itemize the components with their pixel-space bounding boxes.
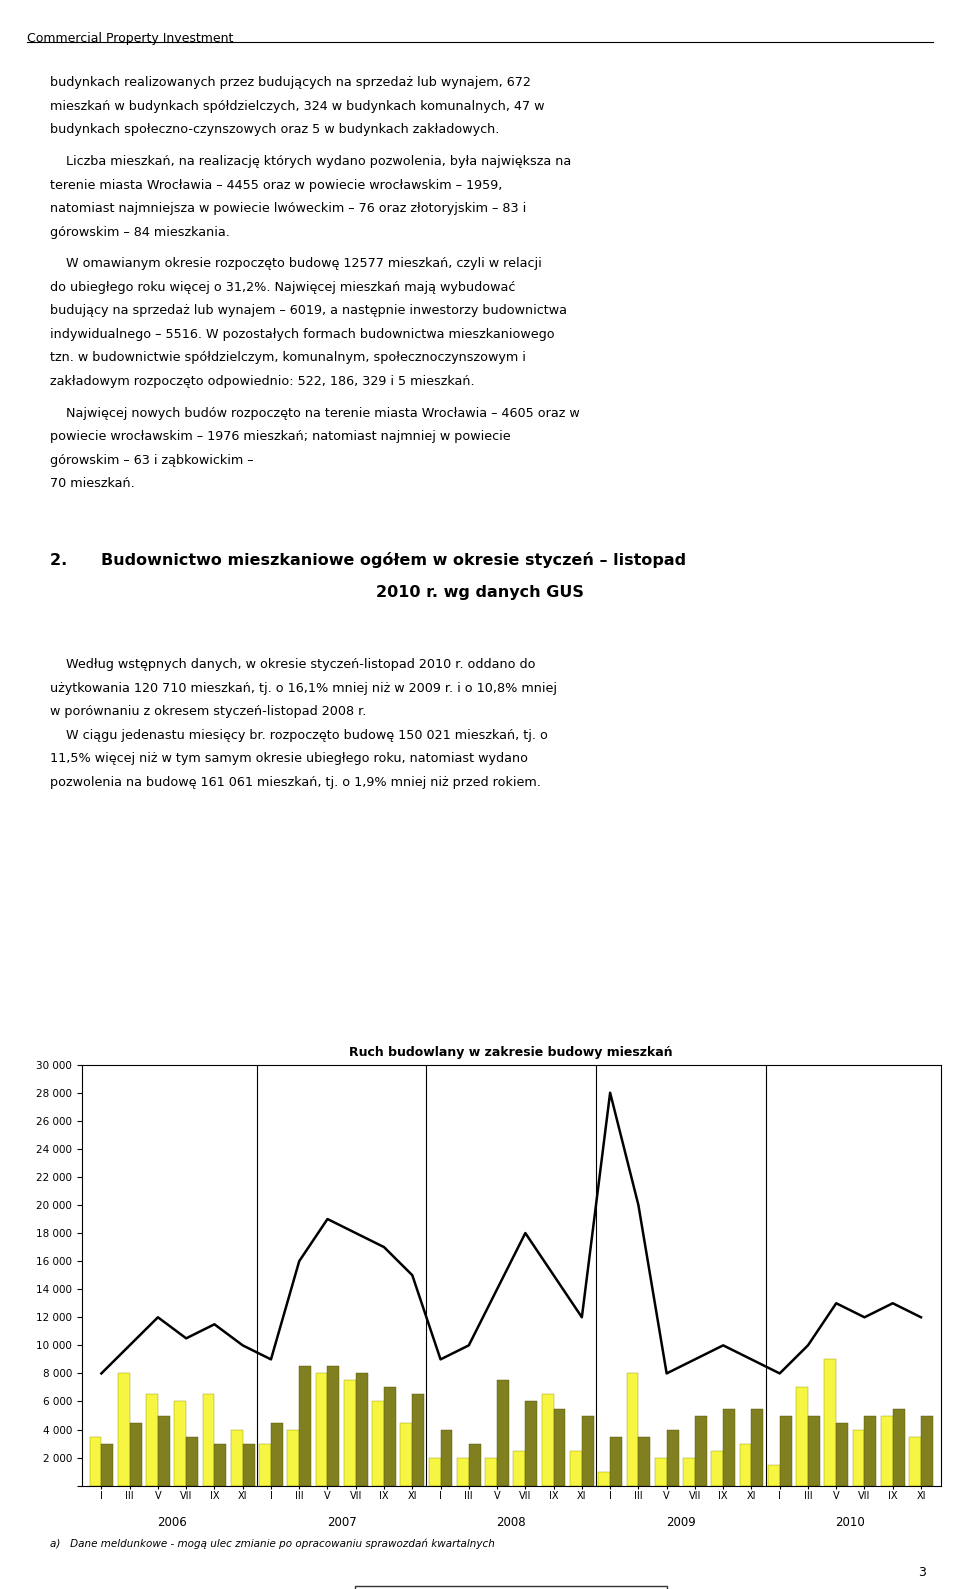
- Bar: [780, 1416, 792, 1486]
- Bar: [695, 1416, 707, 1486]
- Text: 3: 3: [919, 1567, 926, 1579]
- Bar: [384, 1387, 396, 1486]
- Bar: [372, 1401, 384, 1486]
- Bar: [865, 1416, 876, 1486]
- Bar: [796, 1387, 808, 1486]
- Legend: oddane, rozpoczęte, pozwolenia: oddane, rozpoczęte, pozwolenia: [355, 1586, 667, 1589]
- Bar: [316, 1373, 327, 1486]
- Bar: [102, 1443, 113, 1486]
- Text: Według wstępnych danych, w okresie styczeń-listopad 2010 r. oddano do: Według wstępnych danych, w okresie stycz…: [50, 658, 536, 671]
- Bar: [118, 1373, 130, 1486]
- Text: Liczba mieszkań, na realizację których wydano pozwolenia, była największa na: Liczba mieszkań, na realizację których w…: [50, 156, 571, 168]
- Bar: [752, 1408, 763, 1486]
- Bar: [723, 1408, 735, 1486]
- Text: 2009: 2009: [666, 1516, 696, 1529]
- Bar: [300, 1367, 311, 1486]
- Text: zakładowym rozpoczęto odpowiednio: 522, 186, 329 i 5 mieszkań.: zakładowym rozpoczęto odpowiednio: 522, …: [50, 375, 474, 388]
- Text: a)   Dane meldunkowe - mogą ulec zmianie po opracowaniu sprawozdań kwartalnych: a) Dane meldunkowe - mogą ulec zmianie p…: [50, 1538, 494, 1549]
- Bar: [627, 1373, 638, 1486]
- Bar: [271, 1422, 283, 1486]
- Text: Commercial Property Investment: Commercial Property Investment: [27, 32, 233, 44]
- Text: powiecie wrocławskim – 1976 mieszkań; natomiast najmniej w powiecie: powiecie wrocławskim – 1976 mieszkań; na…: [50, 431, 511, 443]
- Text: 70 mieszkań.: 70 mieszkań.: [50, 477, 134, 491]
- Bar: [327, 1367, 339, 1486]
- Bar: [497, 1381, 509, 1486]
- Bar: [768, 1465, 780, 1486]
- Bar: [909, 1436, 921, 1486]
- Text: W ciągu jedenastu miesięcy br. rozpoczęto budowę 150 021 mieszkań, tj. o: W ciągu jedenastu miesięcy br. rozpoczęt…: [50, 729, 548, 742]
- Bar: [638, 1436, 650, 1486]
- Bar: [89, 1436, 102, 1486]
- Bar: [175, 1401, 186, 1486]
- Text: 2007: 2007: [326, 1516, 356, 1529]
- Bar: [683, 1457, 695, 1486]
- Bar: [611, 1436, 622, 1486]
- Text: do ubiegłego roku więcej o 31,2%. Najwięcej mieszkań mają wybudować: do ubiegłego roku więcej o 31,2%. Najwię…: [50, 281, 516, 294]
- Bar: [468, 1443, 481, 1486]
- Text: pozwolenia na budowę 161 061 mieszkań, tj. o 1,9% mniej niż przed rokiem.: pozwolenia na budowę 161 061 mieszkań, t…: [50, 775, 540, 788]
- Bar: [739, 1443, 752, 1486]
- Text: budynkach realizowanych przez budujących na sprzedaż lub wynajem, 672: budynkach realizowanych przez budujących…: [50, 76, 531, 89]
- Bar: [230, 1430, 243, 1486]
- Bar: [554, 1408, 565, 1486]
- Bar: [808, 1416, 820, 1486]
- Bar: [598, 1471, 611, 1486]
- Text: terenie miasta Wrocławia – 4455 oraz w powiecie wrocławskim – 1959,: terenie miasta Wrocławia – 4455 oraz w p…: [50, 178, 502, 192]
- Bar: [852, 1430, 865, 1486]
- Bar: [287, 1430, 300, 1486]
- Text: budujący na sprzedaż lub wynajem – 6019, a następnie inwestorzy budownictwa: budujący na sprzedaż lub wynajem – 6019,…: [50, 305, 567, 318]
- Title: Ruch budowlany w zakresie budowy mieszkań: Ruch budowlany w zakresie budowy mieszka…: [349, 1046, 673, 1060]
- Text: mieszkań w budynkach spółdzielczych, 324 w budynkach komunalnych, 47 w: mieszkań w budynkach spółdzielczych, 324…: [50, 100, 544, 113]
- Text: indywidualnego – 5516. W pozostałych formach budownictwa mieszkaniowego: indywidualnego – 5516. W pozostałych for…: [50, 327, 555, 342]
- Text: Najwięcej nowych budów rozpoczęto na terenie miasta Wrocławia – 4605 oraz w: Najwięcej nowych budów rozpoczęto na ter…: [50, 407, 580, 419]
- Text: górowskim – 84 mieszkania.: górowskim – 84 mieszkania.: [50, 226, 229, 238]
- Bar: [655, 1457, 666, 1486]
- Text: 2006: 2006: [157, 1516, 187, 1529]
- Text: użytkowania 120 710 mieszkań, tj. o 16,1% mniej niż w 2009 r. i o 10,8% mniej: użytkowania 120 710 mieszkań, tj. o 16,1…: [50, 682, 557, 694]
- Bar: [541, 1395, 554, 1486]
- Text: natomiast najmniejsza w powiecie lwóweckim – 76 oraz złotoryjskim – 83 i: natomiast najmniejsza w powiecie lwóweck…: [50, 202, 526, 215]
- Bar: [881, 1416, 893, 1486]
- Bar: [441, 1430, 452, 1486]
- Text: 11,5% więcej niż w tym samym okresie ubiegłego roku, natomiast wydano: 11,5% więcej niż w tym samym okresie ubi…: [50, 753, 528, 766]
- Bar: [666, 1430, 679, 1486]
- Text: 2.      Budownictwo mieszkaniowe ogółem w okresie styczeń – listopad: 2. Budownictwo mieszkaniowe ogółem w okr…: [50, 553, 686, 569]
- Bar: [259, 1443, 271, 1486]
- Text: W omawianym okresie rozpoczęto budowę 12577 mieszkań, czyli w relacji: W omawianym okresie rozpoczęto budowę 12…: [50, 257, 541, 270]
- Bar: [525, 1401, 538, 1486]
- Bar: [243, 1443, 254, 1486]
- Text: w porównaniu z okresem styczeń-listopad 2008 r.: w porównaniu z okresem styczeń-listopad …: [50, 706, 367, 718]
- Text: 2010 r. wg danych GUS: 2010 r. wg danych GUS: [376, 585, 584, 601]
- Bar: [146, 1395, 157, 1486]
- Text: tzn. w budownictwie spółdzielczym, komunalnym, społecznoczynszowym i: tzn. w budownictwie spółdzielczym, komun…: [50, 351, 526, 364]
- Bar: [836, 1422, 848, 1486]
- Bar: [825, 1359, 836, 1486]
- Bar: [186, 1436, 198, 1486]
- Bar: [921, 1416, 933, 1486]
- Bar: [157, 1416, 170, 1486]
- Bar: [582, 1416, 593, 1486]
- Text: górowskim – 63 i ząbkowickim –: górowskim – 63 i ząbkowickim –: [50, 454, 253, 467]
- Bar: [400, 1422, 412, 1486]
- Bar: [203, 1395, 214, 1486]
- Bar: [485, 1457, 497, 1486]
- Bar: [429, 1457, 441, 1486]
- Bar: [457, 1457, 468, 1486]
- Bar: [130, 1422, 141, 1486]
- Bar: [893, 1408, 904, 1486]
- Bar: [514, 1451, 525, 1486]
- Text: 2008: 2008: [496, 1516, 526, 1529]
- Text: 2010: 2010: [835, 1516, 865, 1529]
- Bar: [412, 1395, 424, 1486]
- Bar: [356, 1373, 368, 1486]
- Text: budynkach społeczno-czynszowych oraz 5 w budynkach zakładowych.: budynkach społeczno-czynszowych oraz 5 w…: [50, 124, 499, 137]
- Bar: [570, 1451, 582, 1486]
- Bar: [214, 1443, 227, 1486]
- Bar: [711, 1451, 723, 1486]
- Bar: [344, 1381, 356, 1486]
